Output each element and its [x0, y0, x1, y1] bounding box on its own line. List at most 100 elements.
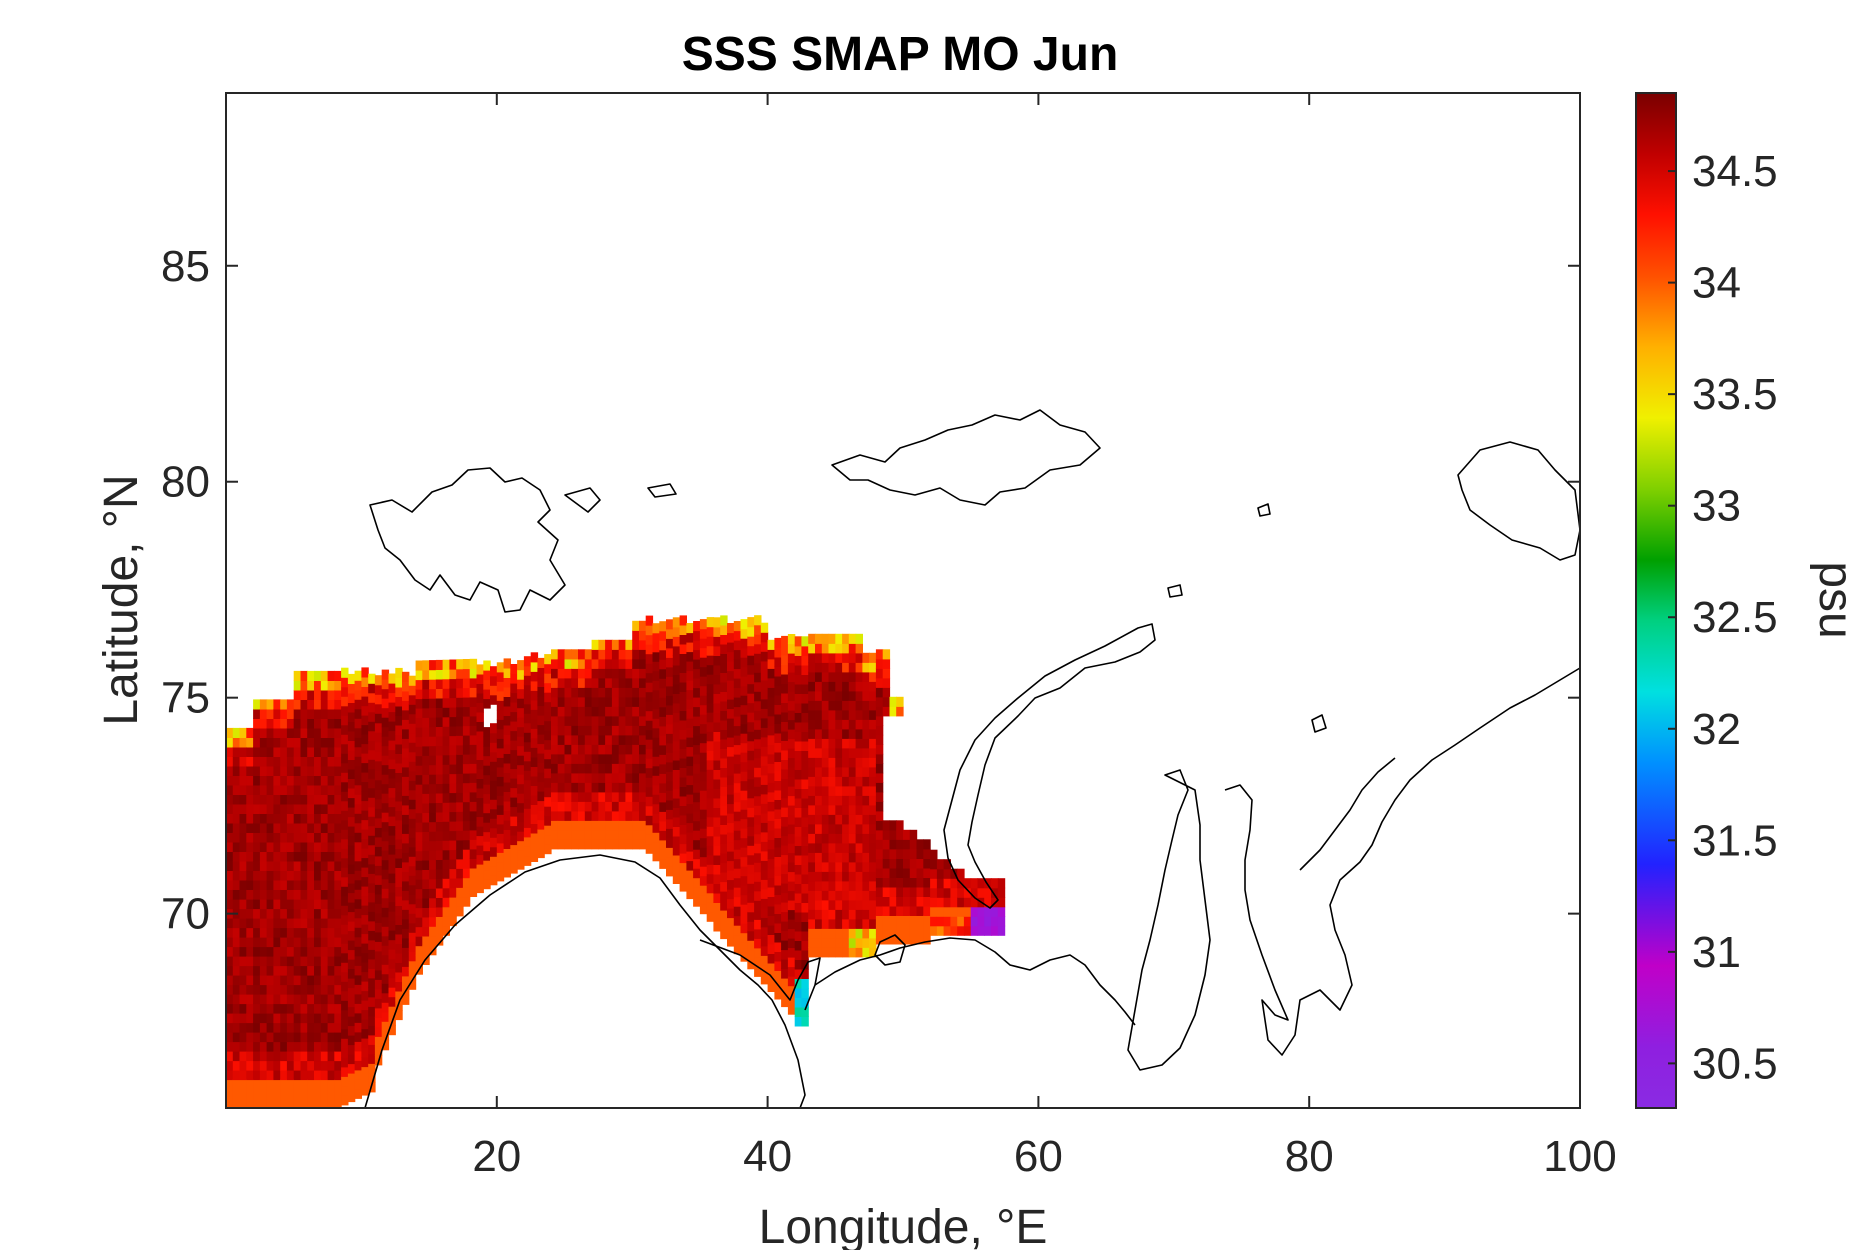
sss-cell	[449, 906, 457, 917]
colorbar-tick-label: 32.5	[1692, 593, 1778, 642]
sss-cell	[266, 727, 274, 738]
sss-cell	[341, 981, 349, 992]
sss-cell	[449, 773, 457, 784]
sss-cell	[253, 746, 261, 757]
sss-cell	[341, 715, 349, 726]
sss-cell	[476, 826, 484, 837]
sss-cell	[368, 892, 376, 903]
sss-cell	[760, 632, 769, 643]
sss-cell	[781, 892, 789, 903]
sss-cell	[483, 679, 491, 690]
sss-cell	[314, 822, 322, 833]
sss-cell	[361, 848, 369, 859]
sss-cell	[733, 811, 742, 822]
sss-cell	[787, 947, 796, 958]
sss-cell	[835, 871, 843, 882]
sss-cell	[916, 877, 924, 888]
sss-cell	[259, 813, 268, 824]
sss-cell	[422, 745, 430, 756]
sss-cell	[395, 838, 403, 849]
sss-cell	[259, 718, 268, 729]
sss-cell	[347, 807, 356, 818]
sss-cell	[239, 813, 247, 824]
sss-cell	[239, 1070, 247, 1081]
sss-cell	[246, 822, 254, 833]
sss-cell	[300, 746, 308, 757]
sss-cell	[320, 984, 329, 995]
sss-cell	[639, 706, 647, 717]
sss-cell	[300, 822, 308, 833]
sss-cell	[957, 916, 965, 927]
sss-cell	[449, 830, 457, 841]
sss-cell	[354, 756, 362, 767]
sss-cell	[564, 677, 572, 688]
sss-cell	[720, 681, 728, 692]
sss-cell	[374, 1026, 383, 1037]
sss-cell	[395, 686, 403, 697]
sss-cell	[280, 1032, 288, 1043]
sss-cell	[368, 920, 376, 931]
sss-cell	[551, 829, 559, 840]
sss-cell	[632, 658, 640, 669]
sss-cell	[320, 908, 329, 919]
sss-cell	[300, 803, 308, 814]
sss-cell	[706, 664, 715, 675]
sss-cell	[997, 887, 1006, 898]
sss-cell	[903, 886, 911, 897]
sss-cell	[496, 728, 505, 739]
sss-cell	[496, 700, 505, 711]
sss-cell	[632, 639, 640, 650]
sss-cell	[476, 845, 484, 856]
sss-cell	[875, 658, 884, 669]
sss-cell	[882, 677, 891, 688]
sss-cell	[429, 897, 437, 908]
sss-cell	[815, 785, 823, 796]
sss-cell	[232, 870, 241, 881]
sss-cell	[334, 841, 342, 852]
sss-cell	[239, 1098, 247, 1108]
sss-cell	[713, 721, 721, 732]
sss-cell	[402, 861, 410, 872]
sss-cell	[422, 888, 430, 899]
sss-cell	[232, 756, 241, 767]
sss-cell	[862, 814, 870, 825]
sss-cell	[875, 924, 884, 935]
sss-cell	[341, 895, 349, 906]
sss-cell	[693, 621, 701, 632]
sss-cell	[327, 946, 335, 957]
sss-cell	[666, 847, 674, 858]
sss-cell	[760, 955, 769, 966]
sss-cell	[848, 719, 857, 730]
sss-cell	[286, 870, 295, 881]
sss-cell	[456, 792, 464, 803]
sss-cell	[679, 767, 687, 778]
sss-cell	[314, 1070, 322, 1081]
sss-cell	[564, 753, 572, 764]
sss-cell	[374, 808, 383, 819]
sss-cell	[794, 978, 803, 989]
sss-cell	[923, 848, 931, 859]
sss-cell	[584, 820, 593, 831]
sss-cell	[713, 664, 721, 675]
sss-cell	[686, 632, 694, 643]
sss-cell	[564, 687, 572, 698]
sss-cell	[381, 916, 390, 927]
sss-cell	[645, 729, 654, 740]
sss-cell	[869, 918, 877, 929]
sss-cell	[679, 757, 687, 768]
sss-cell	[639, 658, 647, 669]
sss-cell	[747, 816, 755, 827]
sss-cell	[449, 783, 457, 794]
sss-cell	[625, 725, 633, 736]
sss-cell	[869, 842, 877, 853]
sss-cell	[232, 860, 241, 871]
sss-cell	[666, 780, 674, 791]
sss-cell	[429, 850, 437, 861]
sss-cell	[815, 814, 823, 825]
sss-cell	[246, 841, 254, 852]
sss-cell	[442, 697, 450, 708]
sss-cell	[273, 1051, 281, 1062]
sss-cell	[449, 735, 457, 746]
sss-cell	[591, 744, 599, 755]
sss-cell	[307, 775, 315, 786]
